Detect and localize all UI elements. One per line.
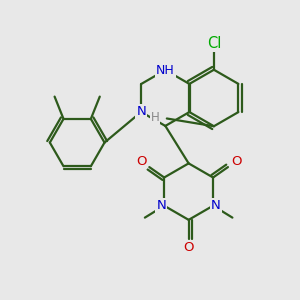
Text: N: N [136, 106, 146, 118]
Text: N: N [156, 199, 166, 212]
Text: N: N [211, 199, 221, 212]
Text: H: H [151, 110, 159, 124]
Text: O: O [231, 155, 242, 168]
Text: Cl: Cl [207, 35, 221, 50]
Text: O: O [136, 155, 146, 168]
Text: NH: NH [156, 64, 175, 76]
Text: O: O [183, 241, 194, 254]
